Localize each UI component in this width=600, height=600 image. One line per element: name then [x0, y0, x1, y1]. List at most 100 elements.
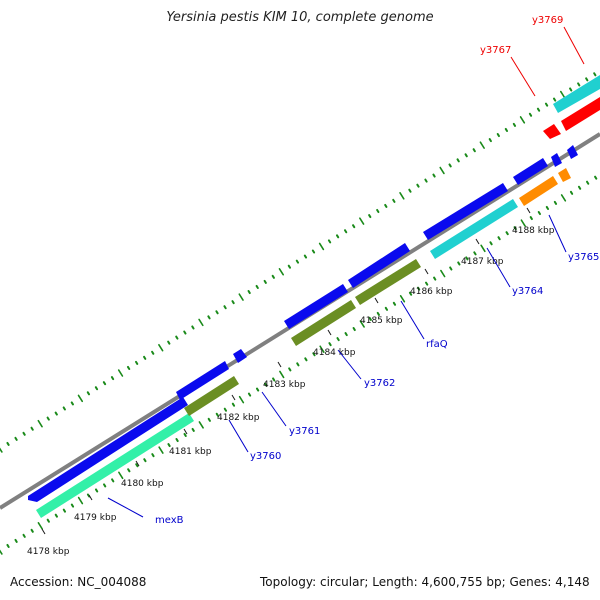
cds-rfaQ-forward[interactable] [348, 243, 410, 288]
gene-label[interactable]: mexB [155, 515, 184, 526]
scale-ticks: 4178 kbp 4179 kbp 4180 kbp 4181 kbp 4182 kbp… [27, 207, 555, 557]
scale-tick-label: 4182 kbp [217, 413, 260, 423]
gene-label[interactable]: y3764 [512, 286, 543, 297]
ring-dot [14, 436, 18, 441]
ring-dot [593, 72, 597, 77]
ring-dot [335, 234, 340, 239]
ring-dot [111, 478, 115, 483]
ring-dot [6, 543, 10, 548]
ring-dot [520, 219, 526, 227]
ring-dot [215, 412, 219, 417]
gene-leader-line [400, 300, 425, 340]
scale-tick-label: 4188 kbp [512, 226, 555, 236]
cds-y3761-forward[interactable] [176, 361, 229, 400]
scale-tick-mark [475, 238, 480, 245]
track-y3764-cyan[interactable] [430, 199, 518, 259]
ring-dot [279, 370, 285, 379]
scale-tick-mark [277, 361, 282, 368]
ring-dot [392, 301, 397, 306]
scale-tick-mark [183, 428, 188, 435]
ring-dot [103, 483, 107, 488]
ring-dot [303, 254, 308, 259]
ring-dot [255, 387, 260, 392]
track-y3767-red[interactable] [543, 124, 561, 139]
ring-dot [215, 310, 219, 315]
ring-dot [416, 183, 420, 188]
ring-dot [505, 231, 509, 236]
gene-leader-line [337, 349, 362, 380]
ring-dot [247, 392, 252, 397]
ring-dot [238, 293, 244, 301]
scale-tick-mark [424, 268, 429, 275]
ring-dot [528, 112, 533, 117]
ring-dot [312, 352, 316, 357]
gene-label[interactable]: y3765 [568, 252, 599, 263]
cds-mexB-forward[interactable] [28, 397, 188, 502]
ring-dot [77, 394, 84, 403]
track-y3760-olive[interactable] [184, 376, 239, 416]
ring-dot [352, 224, 356, 229]
gene-label[interactable]: y3769 [532, 15, 563, 26]
track-small-orange[interactable] [558, 168, 571, 182]
ring-dot [399, 192, 405, 200]
ring-dot [359, 217, 365, 225]
ring-dot [37, 419, 43, 428]
track-y3769-cyan[interactable] [553, 75, 600, 113]
ring-dot [577, 82, 581, 87]
ring-dot [191, 325, 195, 330]
scale-tick-mark [88, 494, 93, 501]
scale-tick-label: 4183 kbp [263, 380, 306, 390]
ring-dot [344, 332, 348, 337]
gene-leader-line [228, 419, 249, 453]
scale-tick-mark [526, 207, 531, 214]
ring-dot [328, 342, 332, 347]
ring-dot [151, 453, 155, 458]
cds-y3765-forward[interactable] [513, 158, 548, 185]
ring-dot [384, 203, 388, 208]
cds-small-forward-2[interactable] [551, 153, 562, 167]
cds-y3762-forward[interactable] [284, 284, 348, 329]
ring-dot [577, 185, 582, 190]
track-rfaQ-olive[interactable] [355, 259, 421, 305]
ring-dot [440, 269, 446, 278]
track-y3765-orange[interactable] [519, 176, 558, 206]
ring-dot [296, 362, 300, 367]
ring-dot [183, 432, 187, 437]
ring-dot [457, 261, 461, 266]
ring-dot [278, 268, 284, 276]
gene-leader-line [486, 247, 511, 288]
gene-label[interactable]: y3760 [250, 451, 281, 462]
ring-dot [352, 327, 356, 332]
gene-label[interactable]: rfaQ [426, 339, 448, 350]
track-mexB-aquamarine[interactable] [36, 413, 194, 518]
ring-dot [86, 493, 91, 498]
scale-tick-label: 4181 kbp [169, 447, 212, 457]
ring-dot [77, 496, 84, 505]
ring-dot [247, 290, 251, 295]
ring-dot [288, 367, 292, 372]
ring-dot [319, 345, 325, 353]
gene-label[interactable]: y3762 [364, 378, 395, 389]
cds-y3764-forward[interactable] [423, 183, 508, 240]
gene-label[interactable]: y3767 [480, 45, 511, 56]
ring-dot [399, 295, 406, 303]
ring-dot [198, 421, 204, 429]
scale-tick-mark [135, 460, 140, 467]
ring-dot [311, 249, 316, 254]
track-y3769-red[interactable] [561, 97, 600, 131]
ring-dot [70, 401, 74, 406]
track-y3762-olive[interactable] [291, 300, 356, 346]
ring-dot [465, 256, 469, 261]
gene-label[interactable]: y3761 [289, 426, 320, 437]
ring-dot [264, 382, 268, 387]
ring-dot [207, 315, 211, 320]
ring-dot [416, 286, 421, 291]
ring-dot [376, 311, 380, 316]
cds-small-forward-3[interactable] [567, 145, 578, 159]
ring-dot [433, 276, 437, 281]
ring-dot [287, 264, 292, 269]
ring-dot [86, 391, 91, 396]
cds-small-forward-1[interactable] [233, 349, 247, 363]
ring-dot [62, 508, 67, 513]
